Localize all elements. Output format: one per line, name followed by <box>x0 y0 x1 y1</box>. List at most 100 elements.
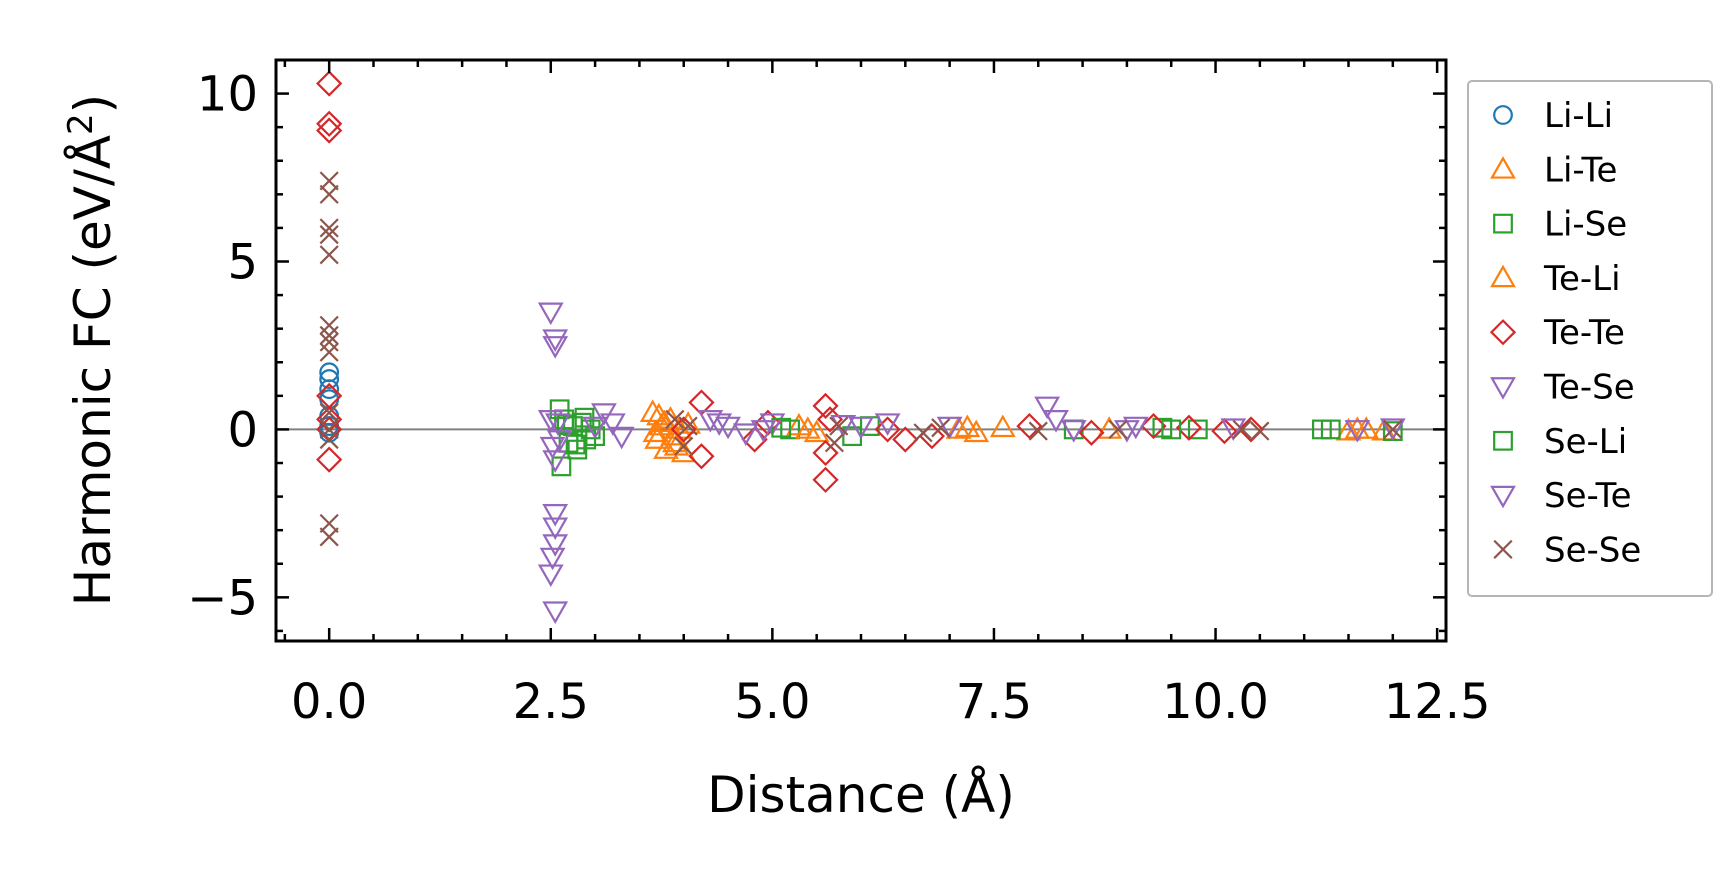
legend-label-te-li: Te-Li <box>1543 259 1621 299</box>
legend-item-se-li: Se-Li <box>1493 422 1627 462</box>
x-tick-label: 10.0 <box>1162 674 1269 730</box>
point-se-se <box>319 419 339 439</box>
point-te-te <box>316 117 343 144</box>
point-te-se <box>537 564 564 588</box>
legend-label-se-se: Se-Se <box>1544 530 1641 570</box>
legend-item-li-li: Li-Li <box>1493 96 1613 136</box>
y-tick-label: −5 <box>187 570 258 626</box>
point-li-li <box>319 379 340 400</box>
point-te-te <box>812 466 839 493</box>
point-te-te <box>1175 414 1203 441</box>
y-tick-label: 10 <box>197 67 258 123</box>
y-axis-label-main: Harmonic FC (eV/Å <box>64 135 122 606</box>
point-te-se <box>542 504 569 527</box>
point-se-se <box>1232 419 1252 439</box>
y-axis-label-close: ) <box>64 94 122 114</box>
point-te-se <box>542 601 569 624</box>
point-te-te <box>1140 412 1167 440</box>
legend-frame <box>1467 80 1713 597</box>
point-se-se <box>931 418 951 438</box>
point-se-te <box>544 413 571 436</box>
point-te-se <box>599 413 626 436</box>
series-se-te <box>544 413 1406 453</box>
point-li-te <box>639 399 666 422</box>
legend-item-li-te: Li-Te <box>1490 150 1617 190</box>
legend-label-te-te: Te-Te <box>1543 313 1625 353</box>
series-se-se <box>319 171 1403 547</box>
point-li-te <box>989 414 1016 438</box>
point-te-se <box>848 416 874 440</box>
point-te-se <box>697 409 724 433</box>
point-li-se <box>585 426 605 447</box>
point-te-te <box>670 416 697 443</box>
legend-item-se-te: Se-Te <box>1490 476 1632 516</box>
x-tick-label: 5.0 <box>734 674 810 730</box>
legend-item-se-se: Se-Se <box>1493 530 1641 570</box>
point-se-te <box>750 420 777 443</box>
legend-label-se-li: Se-Li <box>1544 422 1627 462</box>
legend-marker-li-li <box>1493 105 1513 125</box>
x-tick-label: 2.5 <box>513 674 589 730</box>
point-se-se <box>1383 419 1403 439</box>
point-se-te <box>936 416 963 440</box>
y-tick-label: 5 <box>227 235 258 291</box>
point-li-te <box>945 416 972 439</box>
point-li-li <box>319 369 340 389</box>
point-te-se <box>542 534 569 557</box>
point-te-se <box>537 302 564 326</box>
point-te-li <box>794 416 821 439</box>
legend-item-te-se: Te-Se <box>1490 368 1635 408</box>
point-li-te <box>803 419 830 443</box>
y-axis-label-superscript: 2 <box>61 113 101 135</box>
legend-marker-te-li <box>1490 264 1516 288</box>
point-se-se <box>319 315 339 335</box>
point-se-se <box>319 527 339 547</box>
point-li-te <box>644 426 671 449</box>
legend-label-se-te: Se-Te <box>1544 476 1632 516</box>
legend-marker-li-se <box>1493 213 1513 234</box>
point-te-te <box>316 110 343 137</box>
point-se-te <box>582 416 608 440</box>
legend-label-li-li: Li-Li <box>1544 96 1613 136</box>
legend-label-li-te: Li-Te <box>1544 150 1617 190</box>
point-se-se <box>829 416 849 436</box>
point-li-se <box>549 399 570 420</box>
legend-marker-se-te <box>1490 485 1516 509</box>
legend-marker-te-te <box>1489 319 1517 346</box>
series-se-li <box>556 407 1341 455</box>
plot-frame <box>274 58 1448 643</box>
point-te-te <box>1078 419 1105 446</box>
point-se-se <box>319 332 339 352</box>
point-te-se <box>759 413 786 436</box>
point-se-se <box>319 225 339 245</box>
point-se-li <box>565 434 586 455</box>
point-li-te <box>963 419 990 443</box>
legend-label-li-se: Li-Se <box>1544 205 1627 245</box>
point-se-te <box>1379 418 1406 441</box>
point-se-se <box>319 429 339 450</box>
legend-label-te-se: Te-Se <box>1543 368 1635 408</box>
point-se-te <box>706 413 733 436</box>
point-te-te <box>688 443 715 470</box>
point-se-li <box>1320 419 1341 440</box>
point-te-li <box>954 414 981 438</box>
point-li-te <box>646 402 672 426</box>
point-se-se <box>824 433 844 453</box>
point-te-te <box>812 439 839 467</box>
point-se-se <box>319 403 339 423</box>
x-tick-label: 0.0 <box>291 674 367 730</box>
point-se-se <box>319 245 339 265</box>
point-te-se <box>608 426 635 450</box>
legend-marker-li-te <box>1490 156 1516 179</box>
point-te-se <box>537 409 564 433</box>
legend-marker-te-se <box>1490 377 1516 400</box>
point-te-te <box>1237 416 1265 443</box>
point-te-se <box>542 336 569 359</box>
point-li-se <box>1187 419 1208 440</box>
point-te-te <box>316 446 343 473</box>
point-te-te <box>316 70 343 97</box>
series-te-li <box>642 409 1371 456</box>
legend-marker-se-li <box>1493 430 1513 451</box>
point-te-se <box>1060 420 1087 443</box>
x-tick-label: 12.5 <box>1384 674 1491 730</box>
